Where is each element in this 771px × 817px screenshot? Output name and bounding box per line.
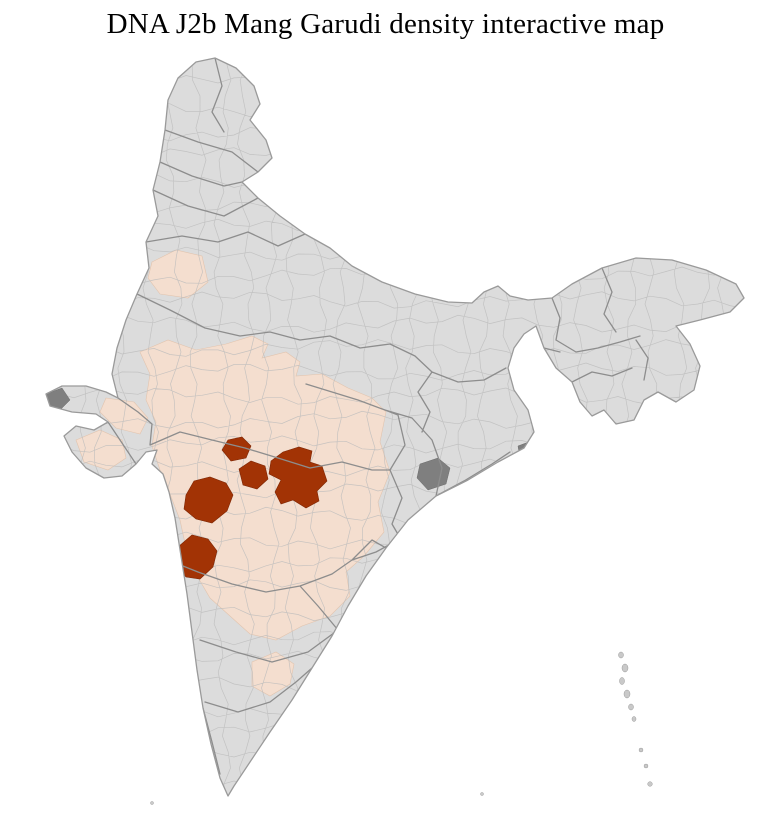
region-low-density[interactable] xyxy=(75,429,127,471)
india-landmass[interactable] xyxy=(46,58,744,796)
island[interactable] xyxy=(631,716,637,722)
island[interactable] xyxy=(628,703,634,711)
island[interactable] xyxy=(643,763,649,769)
island[interactable] xyxy=(621,663,629,673)
island[interactable] xyxy=(638,747,644,753)
island[interactable] xyxy=(618,651,624,659)
island[interactable] xyxy=(647,781,653,787)
island[interactable] xyxy=(619,677,625,685)
island[interactable] xyxy=(480,792,484,796)
district-high-density[interactable] xyxy=(268,446,328,509)
island[interactable] xyxy=(150,801,154,805)
district-high-density[interactable] xyxy=(221,436,252,462)
district-high-density[interactable] xyxy=(183,476,234,524)
district-high-density[interactable] xyxy=(238,460,269,490)
island[interactable] xyxy=(623,689,631,699)
andaman-nicobar-islands xyxy=(150,651,653,805)
page-title: DNA J2b Mang Garudi density interactive … xyxy=(106,8,665,40)
